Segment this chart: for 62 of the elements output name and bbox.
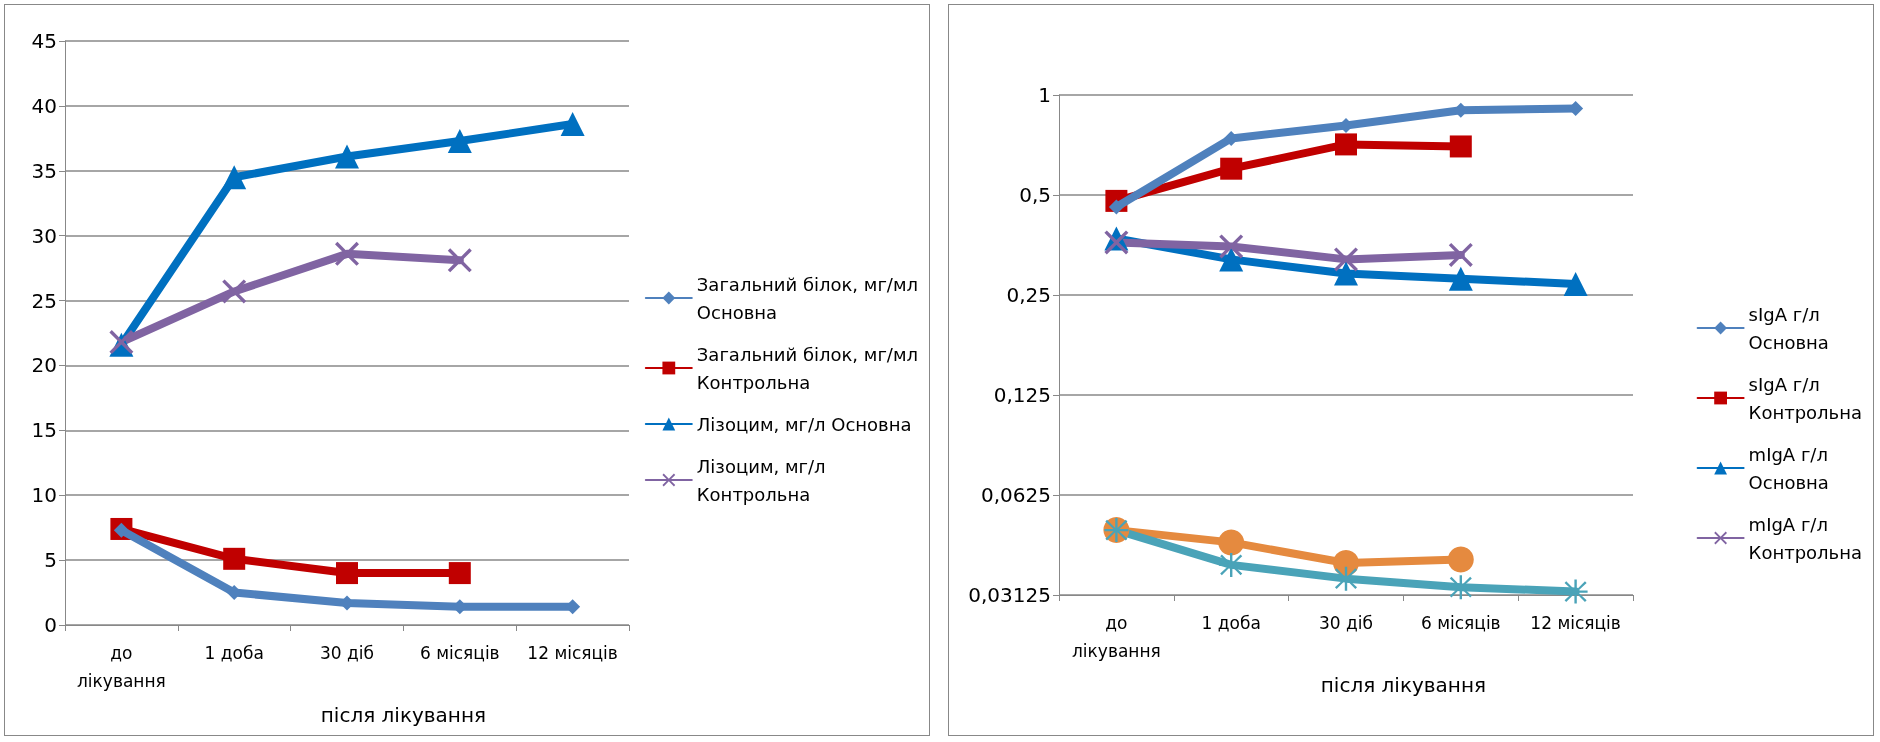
legend-label: Загальний білок, мг/мл Основна [696,273,919,323]
legend-label: Загальний білок, мг/мл Контрольна [696,343,919,393]
x-tick-label: до лікування [76,643,166,691]
point [336,562,358,585]
y-tick-label: 20 [31,353,57,378]
y-tick-label: 10 [31,483,57,508]
point [1448,242,1473,267]
x-tick-label: 6 місяців [1420,613,1501,633]
y-tick-label: 1 [1038,83,1051,107]
point [1219,552,1244,577]
x-tick-label: 30 діб [320,643,374,663]
legend-label: Лізоцим, мг/л Основна [696,413,912,435]
y-tick-label: 5 [44,548,57,573]
point [222,279,247,304]
point [223,547,246,570]
point [1334,566,1358,591]
point [1219,234,1244,259]
point [448,562,471,585]
y-tick-label: 0,25 [1006,283,1051,307]
y-tick-label: 0 [44,613,57,637]
legend-label: mIgA г/л Контрольна [1748,513,1863,563]
x-tick-label: 1 доба [204,643,264,663]
y-tick-label: 0,0625 [981,483,1051,507]
x-tick-label: 1 доба [1201,613,1261,633]
legend-label: Лізоцим, мг/л Контрольна [696,455,826,505]
x-tick-label: 6 місяців [419,643,500,663]
y-tick-label: 0,5 [1019,183,1051,207]
legend-label: sIgA г/л Основна [1748,303,1829,353]
point [1218,529,1245,556]
y-tick-label: 15 [31,418,57,443]
point [1448,266,1473,291]
x-tick-label: 12 місяців [1530,613,1621,633]
y-tick-label: 45 [31,29,57,53]
point [447,248,472,273]
x-tick-label: до лікування [1071,613,1161,661]
y-tick-label: 30 [31,223,57,248]
point [1448,575,1473,600]
y-tick-label: 25 [31,288,57,313]
text: після лікування [1320,673,1487,697]
y-tick-label: 40 [31,93,57,118]
point [335,241,359,266]
point [1334,247,1358,272]
point [1563,271,1588,296]
text: після лікування [320,703,487,727]
point [1219,247,1244,272]
x-tick-label: 30 діб [1319,613,1373,633]
legend-label: mIgA г/л Основна [1748,443,1829,493]
point [1563,579,1588,604]
point [1335,133,1357,156]
point [1220,157,1243,180]
point [1449,135,1472,158]
legend-label: sIgA г/л Контрольна [1748,373,1863,423]
y-tick-label: 0,03125 [968,583,1051,607]
point [335,144,359,169]
point [222,165,247,190]
point [1447,546,1474,573]
x-tick-label: 12 місяців [527,643,618,663]
y-tick-label: 0,125 [993,383,1051,407]
point [447,128,472,153]
y-tick-label: 35 [31,158,57,183]
point [560,112,585,137]
point [1334,261,1358,286]
